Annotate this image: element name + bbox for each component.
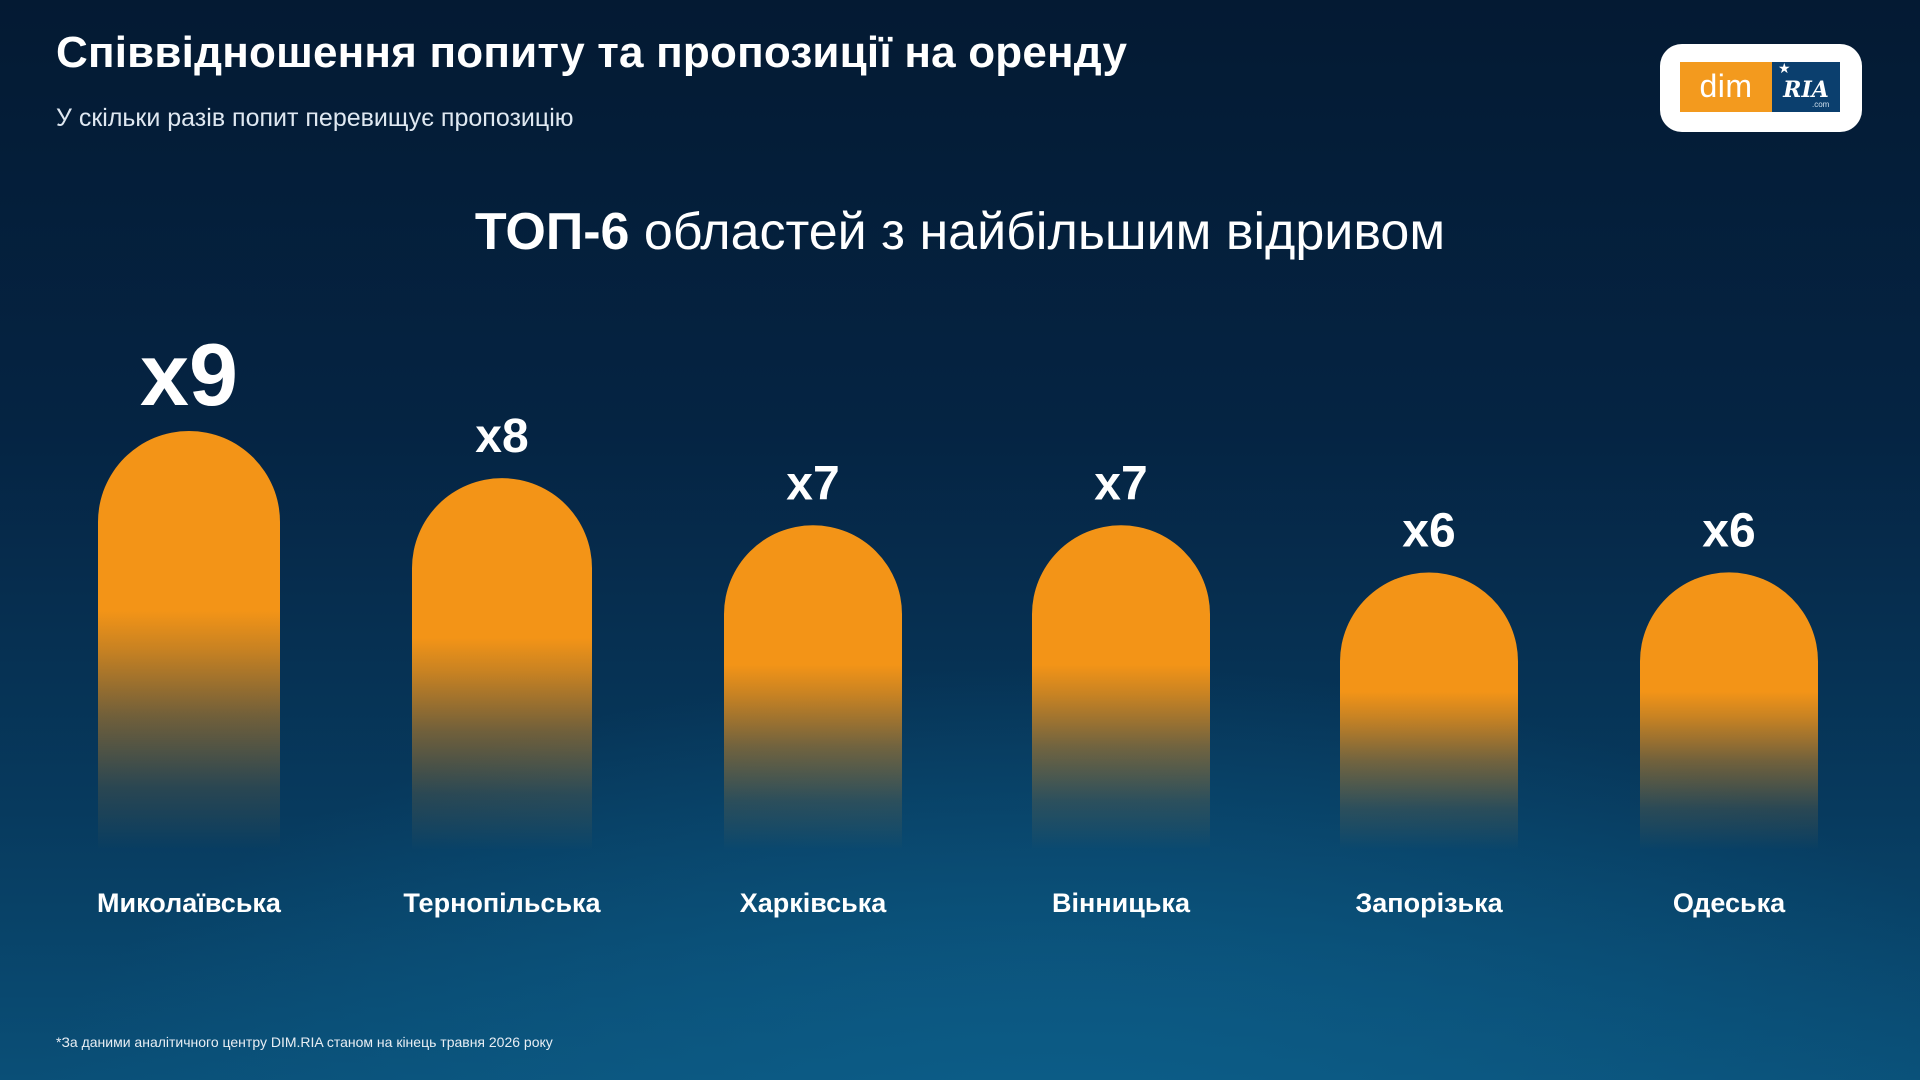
dim-ria-logo[interactable]: dim RIA ★ .com <box>1660 44 1862 132</box>
footnote: *За даними аналітичного центру DIM.RIA с… <box>56 1034 553 1050</box>
category-label: Харківська <box>740 888 888 918</box>
bar-value-label: x9 <box>140 325 238 424</box>
bar-value-label: x7 <box>1094 457 1147 510</box>
chart-heading-rest: областей з найбільшим відривом <box>643 203 1446 261</box>
category-label: Миколаївська <box>97 888 282 918</box>
bar-5 <box>1340 572 1518 850</box>
page-title: Співвідношення попиту та пропозиції на о… <box>56 28 1128 77</box>
category-label: Тернопільська <box>403 888 601 918</box>
bar-value-label: x8 <box>475 410 528 463</box>
bar-6 <box>1640 572 1818 850</box>
logo-dim-mark: dim <box>1680 62 1772 112</box>
chart-heading-bold: ТОП-6 <box>474 203 630 261</box>
bar-1 <box>98 431 280 850</box>
logo-ria-mark: RIA <box>1772 62 1840 112</box>
chart-heading: ТОП-6 областей з найбільшим відривом <box>0 202 1920 262</box>
bar-2 <box>412 478 592 850</box>
category-label: Запорізька <box>1355 888 1503 918</box>
bar-value-label: x6 <box>1402 504 1455 557</box>
bar-3 <box>724 525 902 850</box>
logo-com-mark: .com <box>1812 100 1830 109</box>
category-label: Вінницька <box>1052 888 1191 918</box>
page-subtitle: У скільки разів попит перевищує пропозиц… <box>56 104 574 132</box>
star-icon: ★ <box>1778 60 1791 76</box>
bar-value-label: x7 <box>786 457 839 510</box>
bar-value-label: x6 <box>1702 504 1755 557</box>
bar-4 <box>1032 525 1210 850</box>
category-label: Одеська <box>1673 888 1786 918</box>
